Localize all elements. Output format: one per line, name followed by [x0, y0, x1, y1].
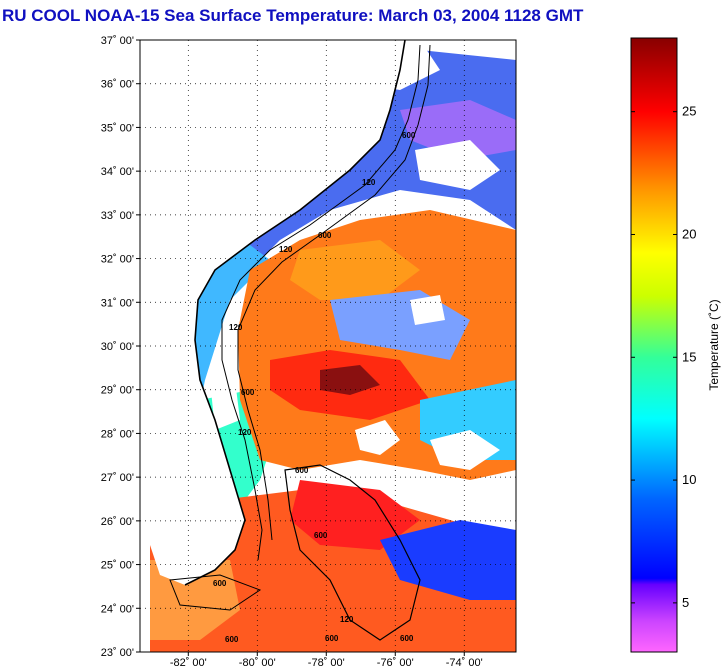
isobath-label: 120 — [229, 323, 243, 332]
isobath-label: 120 — [340, 615, 354, 624]
lat-tick-label: 30˚ 00' — [101, 341, 134, 353]
lat-tick-label: 37˚ 00' — [101, 35, 134, 47]
isobath-labels: 600 600 120 120 600 120 120 600 600 600 … — [213, 131, 416, 644]
lat-tick-label: 24˚ 00' — [101, 603, 134, 615]
colorbar-tick-label: 15 — [682, 349, 696, 364]
colorbar-ticks: 5 10 15 20 25 — [631, 104, 696, 610]
isobath-label: 600 — [318, 231, 332, 240]
colorbar-gradient — [630, 37, 678, 653]
latitude-axis: 37˚ 00' 36˚ 00' 35˚ 00' 34˚ 00' 33˚ 00' 32˚ 0… — [101, 35, 140, 659]
bahamas-banks — [284, 464, 421, 641]
isobath-label: 120 — [362, 178, 376, 187]
isobath-label: 600 — [325, 634, 339, 643]
colorbar-tick-label: 20 — [682, 226, 696, 241]
lat-tick-label: 27˚ 00' — [101, 472, 134, 484]
isobath-label: 600 — [400, 634, 414, 643]
colorbar: 5 10 15 20 25 Temperature (˚C) — [630, 37, 721, 653]
page-title: RU COOL NOAA-15 Sea Surface Temperature:… — [2, 6, 584, 25]
longitude-axis: -82˚ 00' -80˚ 00' -78˚ 00' -76˚ 00' -74˚ 00' — [170, 652, 483, 669]
lon-tick-label: -74˚ 00' — [446, 657, 483, 669]
lat-tick-label: 25˚ 00' — [101, 560, 134, 572]
isobath-120 — [221, 44, 421, 561]
colorbar-tick-label: 25 — [682, 104, 696, 119]
lat-tick-label: 29˚ 00' — [101, 385, 134, 397]
lat-tick-label: 31˚ 00' — [101, 297, 134, 309]
isobath-label: 600 — [241, 388, 255, 397]
isobath-label: 120 — [279, 245, 293, 254]
lat-tick-label: 36˚ 00' — [101, 79, 134, 91]
lon-tick-label: -76˚ 00' — [377, 657, 414, 669]
lat-tick-label: 34˚ 00' — [101, 166, 134, 178]
land-mask — [140, 40, 405, 585]
lat-tick-label: 28˚ 00' — [101, 428, 134, 440]
isobath-label: 120 — [238, 428, 252, 437]
isobath-label: 600 — [314, 531, 328, 540]
colorbar-label: Temperature (˚C) — [707, 299, 721, 390]
isobath-600 — [237, 44, 431, 541]
coastline — [184, 40, 406, 586]
isobath-label: 600 — [225, 635, 239, 644]
isobath-label: 600 — [402, 131, 416, 140]
lat-tick-label: 26˚ 00' — [101, 516, 134, 528]
lat-tick-label: 35˚ 00' — [101, 122, 134, 134]
lat-tick-label: 33˚ 00' — [101, 210, 134, 222]
lon-tick-label: -80˚ 00' — [239, 657, 276, 669]
graticule — [140, 40, 516, 652]
map-panel — [140, 40, 516, 652]
lat-tick-label: 23˚ 00' — [101, 647, 134, 659]
colorbar-tick-label: 5 — [682, 595, 689, 610]
lat-tick-label: 32˚ 00' — [101, 254, 134, 266]
colorbar-tick-label: 10 — [682, 472, 696, 487]
lon-tick-label: -78˚ 00' — [308, 657, 345, 669]
isobath-label: 600 — [295, 466, 309, 475]
lon-tick-label: -82˚ 00' — [170, 657, 207, 669]
isobath-label: 600 — [213, 579, 227, 588]
